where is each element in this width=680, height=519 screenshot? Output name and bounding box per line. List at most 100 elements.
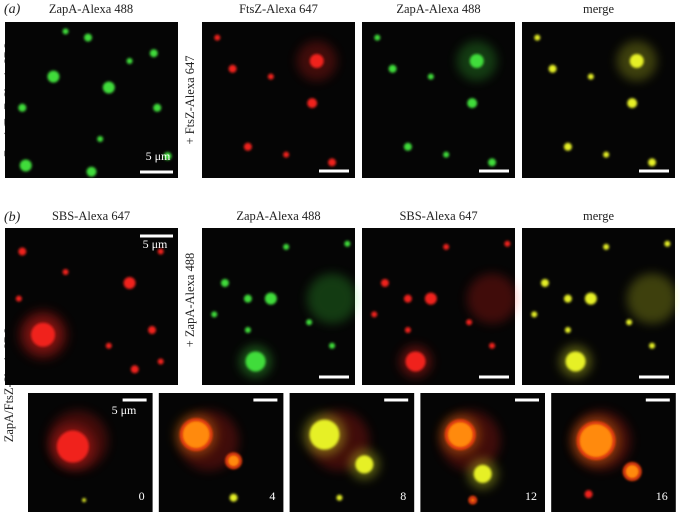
blob [467, 98, 478, 109]
blob [283, 151, 290, 158]
image-title: merge [583, 209, 614, 223]
blob [47, 70, 60, 83]
blob [86, 166, 97, 177]
haze [467, 273, 518, 324]
blob [105, 342, 112, 349]
scale-label: 5 μm [143, 237, 168, 251]
blob [504, 240, 511, 247]
blob [226, 453, 241, 468]
blob-rim [468, 495, 477, 505]
blob [648, 158, 657, 167]
blob [84, 33, 93, 42]
blob [649, 342, 656, 349]
blob [309, 54, 324, 68]
blob [388, 64, 397, 73]
blob [267, 73, 274, 80]
blob [603, 243, 610, 250]
frame-label: 12 [525, 489, 537, 503]
image-background [362, 22, 515, 178]
blob [403, 142, 412, 151]
blob [56, 430, 89, 463]
blob [306, 319, 313, 326]
blob [564, 327, 571, 334]
blob [149, 49, 158, 58]
blob [531, 311, 538, 318]
micrograph [202, 228, 358, 385]
added-label: + ZapA-Alexa 488 [183, 253, 197, 348]
blob [578, 422, 615, 459]
blob [534, 34, 541, 41]
blob-rim [179, 418, 213, 451]
blob [443, 243, 450, 250]
blob [157, 248, 164, 255]
blob [584, 292, 597, 305]
blob [624, 463, 641, 480]
blob [403, 294, 412, 303]
blob [211, 311, 218, 318]
micrograph [420, 393, 545, 512]
added-label: + FtsZ-Alexa 647 [183, 56, 197, 145]
blob [664, 240, 671, 247]
micrograph [202, 22, 355, 178]
blob [157, 358, 164, 365]
blob-rim [576, 421, 616, 460]
blob [488, 158, 497, 167]
blob [244, 327, 251, 334]
micrograph [362, 22, 515, 178]
image-title: ZapA-Alexa 488 [396, 2, 480, 16]
micrograph [158, 393, 284, 512]
image-title: merge [583, 2, 614, 16]
blob [603, 151, 610, 158]
frame-label: 0 [139, 489, 145, 503]
blob [228, 64, 237, 73]
micrograph [551, 393, 676, 512]
blob [220, 278, 229, 287]
blob [19, 159, 32, 172]
blob [427, 73, 434, 80]
image-background [5, 22, 178, 178]
blob [97, 136, 104, 142]
blob [123, 276, 136, 289]
blob [489, 342, 496, 349]
blob [283, 243, 290, 250]
blob [627, 98, 638, 109]
blob [245, 351, 266, 372]
blob [466, 319, 473, 326]
blob [264, 292, 277, 305]
blob [548, 64, 557, 73]
blob [329, 342, 336, 349]
blob [62, 28, 69, 35]
image-title: SBS-Alexa 647 [52, 209, 130, 223]
frame-label: 8 [400, 489, 406, 503]
blob [153, 103, 162, 112]
blob [344, 240, 351, 247]
scale-label: 5 μm [146, 149, 171, 163]
panel-label: (b) [4, 210, 21, 225]
blob [15, 295, 22, 302]
blob [62, 268, 69, 275]
image-title: FtsZ-Alexa 647 [239, 2, 318, 16]
blob [355, 455, 374, 474]
blob [336, 494, 343, 501]
blob [563, 142, 572, 151]
blob [371, 311, 378, 318]
blob [181, 419, 212, 450]
image-title: ZapA-Alexa 488 [49, 2, 133, 16]
blob [473, 464, 492, 483]
blob [380, 278, 389, 287]
micrograph [522, 228, 678, 385]
haze [307, 273, 358, 324]
micrograph [5, 228, 178, 385]
blob [443, 151, 450, 158]
blob [446, 420, 475, 449]
blob [130, 365, 139, 374]
frame-label: 4 [269, 489, 275, 503]
blob [31, 322, 56, 347]
micrograph [5, 22, 178, 178]
blob [163, 152, 172, 161]
image-title: ZapA-Alexa 488 [236, 209, 320, 223]
micrograph [522, 22, 675, 178]
micrograph [289, 393, 415, 512]
blob [540, 278, 549, 287]
